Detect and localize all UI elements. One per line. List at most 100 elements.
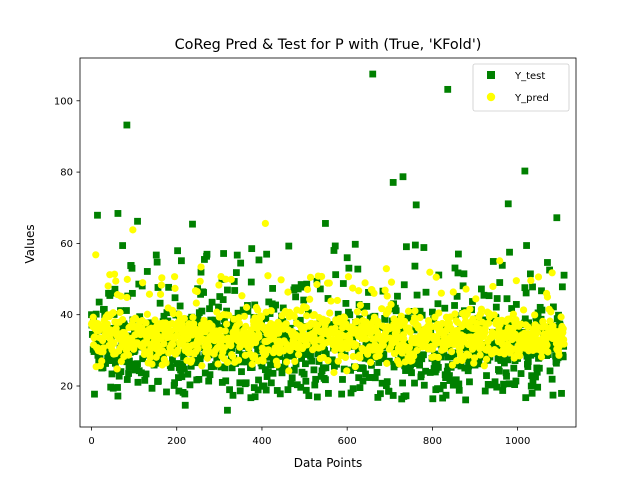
y-test-point bbox=[481, 387, 489, 395]
y-test-point bbox=[504, 356, 512, 364]
y-test-point bbox=[163, 309, 171, 317]
y-test-point bbox=[307, 352, 314, 360]
y-pred-point bbox=[375, 352, 383, 360]
y-test-point bbox=[156, 299, 164, 307]
y-test-point bbox=[256, 327, 264, 335]
y-test-point bbox=[528, 372, 536, 380]
series-y-pred bbox=[87, 219, 568, 377]
y-test-point bbox=[96, 353, 104, 360]
y-test-point bbox=[389, 392, 397, 399]
y-test-point bbox=[502, 369, 510, 377]
y-test-point bbox=[154, 284, 162, 291]
y-test-point bbox=[411, 241, 419, 249]
y-test-point bbox=[226, 386, 233, 394]
y-test-point bbox=[495, 367, 503, 375]
y-test-point bbox=[346, 311, 354, 319]
y-test-point bbox=[265, 298, 273, 306]
y-test-point bbox=[434, 363, 442, 371]
y-test-point bbox=[247, 278, 255, 286]
y-pred-point bbox=[285, 367, 293, 375]
y-pred-point bbox=[534, 328, 542, 337]
y-test-point bbox=[125, 370, 132, 377]
y-test-point bbox=[498, 261, 506, 269]
y-pred-point bbox=[257, 313, 266, 321]
y-test-point bbox=[521, 167, 529, 175]
y-test-point bbox=[300, 370, 308, 378]
y-pred-point bbox=[447, 348, 456, 356]
y-pred-point bbox=[543, 341, 551, 349]
y-test-point bbox=[205, 377, 213, 385]
y-test-point bbox=[374, 393, 382, 401]
y-test-point bbox=[546, 266, 553, 274]
y-test-point bbox=[292, 293, 300, 301]
y-test-point bbox=[123, 121, 131, 129]
y-pred-point bbox=[169, 340, 177, 349]
y-test-point bbox=[165, 283, 173, 291]
y-test-point bbox=[269, 285, 277, 292]
y-test-point bbox=[381, 316, 389, 323]
y-test-point bbox=[355, 374, 363, 382]
y-test-point bbox=[444, 85, 452, 93]
y-test-point bbox=[338, 390, 346, 398]
y-test-point bbox=[373, 368, 381, 376]
y-test-point bbox=[287, 380, 295, 388]
y-test-point bbox=[262, 386, 270, 394]
y-test-point bbox=[330, 247, 338, 254]
y-test-point bbox=[171, 294, 179, 302]
y-pred-point bbox=[188, 356, 196, 364]
y-test-point bbox=[411, 262, 419, 270]
y-pred-point bbox=[437, 289, 445, 297]
y-test-point bbox=[422, 288, 430, 296]
y-pred-point bbox=[410, 314, 419, 322]
y-test-point bbox=[294, 285, 302, 293]
y-test-point bbox=[255, 256, 263, 264]
y-pred-point bbox=[222, 275, 230, 283]
y-test-point bbox=[298, 355, 305, 362]
y-test-point bbox=[433, 359, 441, 367]
y-test-point bbox=[242, 379, 250, 387]
y-pred-point bbox=[531, 311, 539, 319]
y-pred-point bbox=[411, 307, 419, 315]
y-pred-point bbox=[324, 356, 332, 365]
y-test-point bbox=[538, 306, 546, 314]
y-test-point bbox=[208, 298, 216, 306]
y-test-point bbox=[538, 287, 545, 295]
y-test-point bbox=[236, 379, 244, 387]
y-test-point bbox=[260, 382, 268, 390]
y-pred-point bbox=[512, 277, 520, 285]
y-test-point bbox=[527, 270, 534, 278]
y-test-point bbox=[385, 387, 393, 395]
y-test-point bbox=[420, 244, 428, 251]
y-test-point bbox=[508, 305, 516, 312]
y-pred-point bbox=[160, 340, 168, 348]
y-test-point bbox=[139, 355, 147, 363]
y-test-point bbox=[394, 292, 401, 300]
y-test-point bbox=[219, 296, 227, 303]
y-test-point bbox=[136, 313, 144, 321]
y-pred-point bbox=[303, 312, 311, 320]
y-pred-point bbox=[302, 304, 310, 312]
y-test-point bbox=[463, 344, 471, 352]
y-pred-point bbox=[198, 362, 206, 370]
y-pred-point bbox=[432, 273, 440, 281]
y-test-point bbox=[529, 377, 537, 385]
y-pred-point bbox=[496, 257, 504, 265]
y-pred-point bbox=[291, 357, 299, 366]
y-test-point bbox=[380, 350, 388, 358]
y-pred-point bbox=[410, 352, 418, 360]
y-test-point bbox=[489, 258, 497, 265]
y-pred-point bbox=[92, 251, 100, 259]
y-pred-point bbox=[193, 287, 201, 296]
y-test-point bbox=[197, 268, 205, 276]
y-test-point bbox=[371, 374, 379, 382]
y-test-point bbox=[215, 303, 222, 311]
y-test-point bbox=[356, 384, 364, 392]
y-test-point bbox=[440, 381, 447, 389]
y-pred-point bbox=[189, 313, 197, 321]
y-test-point bbox=[104, 348, 112, 356]
y-test-point bbox=[222, 377, 230, 385]
y-test-point bbox=[302, 386, 310, 394]
y-test-point bbox=[174, 247, 181, 255]
y-test-point bbox=[544, 259, 551, 266]
y-test-point bbox=[212, 322, 220, 330]
